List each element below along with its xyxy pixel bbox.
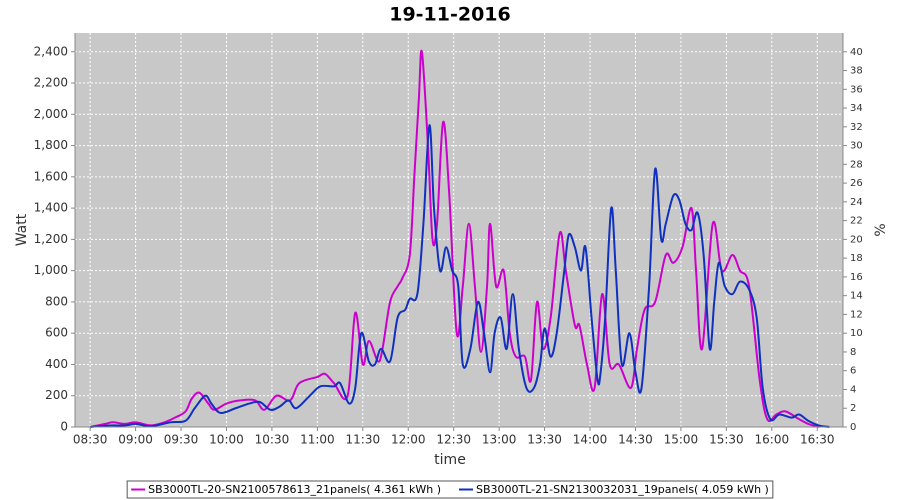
x-tick-label: 14:30: [618, 433, 653, 447]
y2-tick-label: 36: [850, 84, 863, 95]
series-line: [90, 124, 830, 428]
y2-tick-label: 8: [850, 347, 856, 358]
y2-tick-label: 6: [850, 366, 856, 377]
grid: [75, 33, 843, 428]
y-tick-label: 1,000: [34, 263, 68, 277]
x-tick-label: 15:00: [664, 433, 699, 447]
x-tick-label: 09:30: [164, 433, 199, 447]
y-tick-label: 0: [60, 420, 68, 434]
y2-axis-label: %: [873, 223, 889, 236]
x-tick-label: 16:00: [755, 433, 790, 447]
x-tick-label: 16:30: [800, 433, 835, 447]
y2-tick-label: 18: [850, 253, 863, 264]
x-tick-label: 13:30: [527, 433, 562, 447]
y-tick-label: 2,000: [34, 107, 68, 121]
y2-tick-label: 12: [850, 309, 863, 320]
y-tick-label: 600: [45, 326, 68, 340]
y2-tick-label: 2: [850, 403, 856, 414]
x-tick-label: 11:00: [300, 433, 335, 447]
y2-tick-label: 30: [850, 141, 863, 152]
y-tick-label: 2,400: [34, 44, 68, 58]
y2-tick-label: 20: [850, 234, 863, 245]
x-tick-label: 12:00: [391, 433, 426, 447]
x-tick-label: 15:30: [709, 433, 744, 447]
x-tick-label: 10:00: [209, 433, 244, 447]
y-tick-label: 800: [45, 294, 68, 308]
y2-tick-label: 26: [850, 178, 863, 189]
series-lines: [89, 49, 830, 428]
x-tick-label: 10:30: [255, 433, 290, 447]
y2-tick-label: 32: [850, 122, 863, 133]
chart-title: 19-11-2016: [389, 4, 511, 26]
legend-box: [126, 480, 774, 499]
legend-item: SB3000TL-20-SN2100578613_21panels( 4.361…: [131, 483, 441, 496]
x-tick-label: 12:30: [436, 433, 471, 447]
x-tick-label: 14:00: [573, 433, 608, 447]
y-tick-label: 200: [45, 388, 68, 402]
legend-item: SB3000TL-21-SN2130032031_19panels( 4.059…: [459, 483, 769, 496]
y-tick-label: 1,600: [34, 169, 68, 183]
x-tick-label: 13:00: [482, 433, 517, 447]
x-tick-label: 08:30: [73, 433, 108, 447]
x-tick-label: 09:00: [118, 433, 153, 447]
y-tick-label: 400: [45, 357, 68, 371]
y-tick-label: 1,800: [34, 138, 68, 152]
y2-tick-label: 0: [850, 422, 856, 433]
y2-tick-label: 16: [850, 272, 863, 283]
x-tick-label: 11:30: [346, 433, 381, 447]
y2-tick-label: 14: [850, 291, 863, 302]
x-axis-label: time: [434, 452, 466, 468]
legend-label: SB3000TL-21-SN2130032031_19panels( 4.059…: [476, 483, 769, 496]
plot-area: [75, 33, 843, 427]
y-axis-label: Watt: [14, 213, 30, 246]
y-tick-label: 1,400: [34, 201, 68, 215]
y2-tick-label: 4: [850, 384, 856, 395]
y-tick-label: 2,200: [34, 76, 68, 90]
y2-tick-label: 22: [850, 216, 863, 227]
y2-tick-label: 24: [850, 197, 863, 208]
y2-tick-label: 34: [850, 103, 863, 114]
axes: 02004006008001,0001,2001,4001,6001,8002,…: [34, 33, 863, 447]
legend-label: SB3000TL-20-SN2100578613_21panels( 4.361…: [148, 483, 441, 496]
y2-tick-label: 10: [850, 328, 863, 339]
y-tick-label: 1,200: [34, 232, 68, 246]
legend: SB3000TL-20-SN2100578613_21panels( 4.361…: [126, 480, 774, 499]
y2-tick-label: 38: [850, 66, 863, 77]
y2-tick-label: 40: [850, 47, 863, 58]
y2-tick-label: 28: [850, 159, 863, 170]
